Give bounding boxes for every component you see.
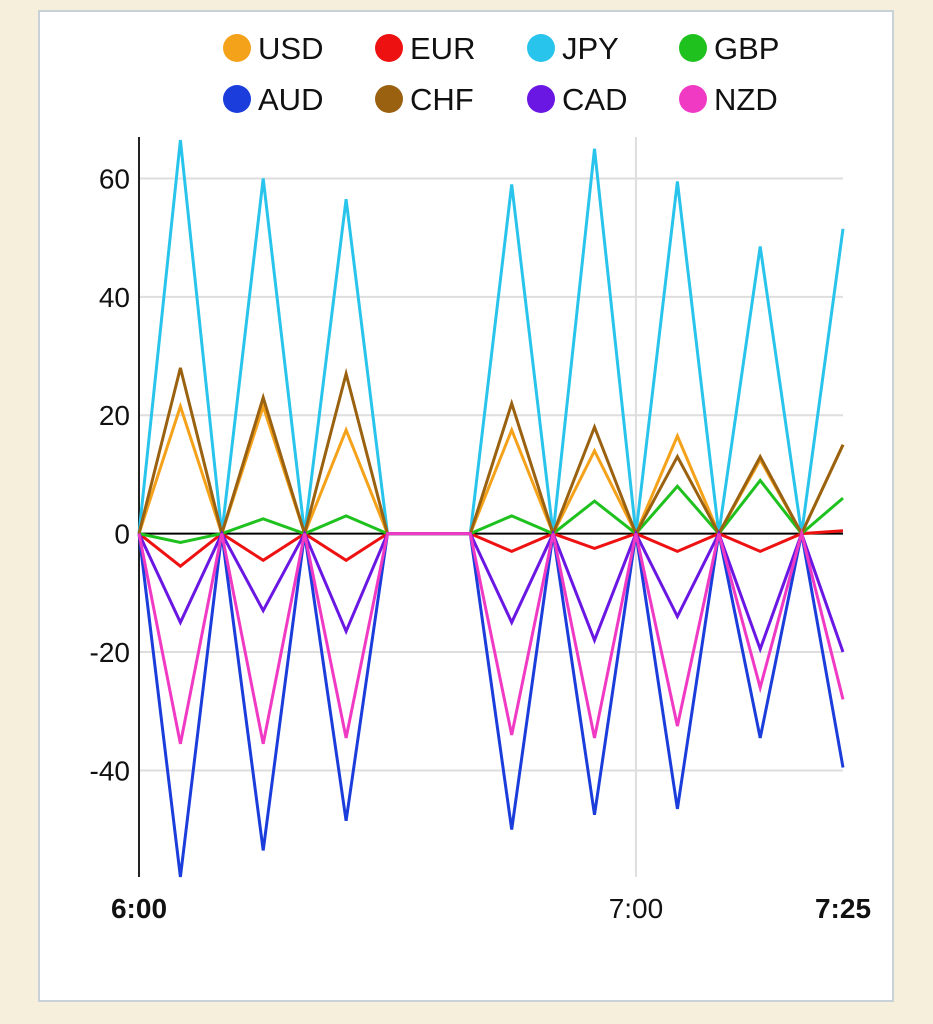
series-line-eur — [138, 529, 844, 569]
y-axis-ticks: -40 -20 0 20 40 60 — [90, 163, 130, 786]
series-line-aud — [137, 532, 845, 878]
x-axis-ticks: 6:00 7:00 7:25 — [111, 893, 871, 924]
y-tick-label: -20 — [90, 637, 130, 668]
y-tick-label: 40 — [99, 282, 130, 313]
x-tick-label: 7:00 — [609, 893, 664, 924]
legend-label-cad: CAD — [562, 82, 627, 117]
grid-lines — [139, 137, 843, 877]
y-tick-label: 0 — [114, 519, 130, 550]
legend: USD EUR JPY GBP AUD CHF CAD NZD — [223, 31, 779, 117]
x-tick-label: 6:00 — [111, 893, 167, 924]
axes — [138, 137, 843, 877]
series-line-gbp — [138, 477, 844, 545]
legend-swatch-cad — [527, 85, 555, 113]
legend-swatch-gbp — [679, 34, 707, 62]
y-tick-label: -40 — [90, 755, 130, 786]
legend-swatch-usd — [223, 34, 251, 62]
series-line-nzd — [137, 527, 845, 745]
y-tick-label: 60 — [99, 163, 130, 194]
legend-label-eur: EUR — [410, 31, 475, 66]
legend-swatch-nzd — [679, 85, 707, 113]
legend-swatch-aud — [223, 85, 251, 113]
series-lines — [137, 139, 845, 878]
legend-swatch-eur — [375, 34, 403, 62]
x-tick-label: 7:25 — [815, 893, 871, 924]
legend-label-gbp: GBP — [714, 31, 779, 66]
legend-label-usd: USD — [258, 31, 323, 66]
series-line-jpy — [137, 139, 845, 536]
legend-label-aud: AUD — [258, 82, 323, 117]
legend-label-jpy: JPY — [562, 31, 619, 66]
y-tick-label: 20 — [99, 400, 130, 431]
series-line-chf — [137, 367, 845, 540]
legend-label-nzd: NZD — [714, 82, 778, 117]
series-line-cad — [137, 529, 845, 654]
legend-label-chf: CHF — [410, 82, 474, 117]
legend-swatch-chf — [375, 85, 403, 113]
legend-swatch-jpy — [527, 34, 555, 62]
chart-panel — [38, 10, 894, 1002]
